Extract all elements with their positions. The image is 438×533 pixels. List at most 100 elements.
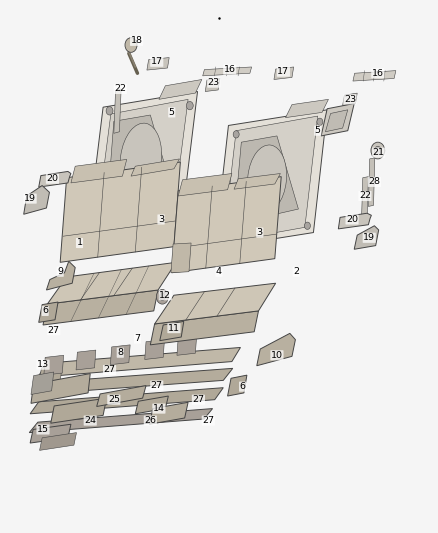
Text: 13: 13 (37, 360, 49, 369)
Text: 21: 21 (373, 148, 385, 157)
Polygon shape (325, 110, 348, 132)
Polygon shape (38, 348, 240, 377)
Text: 2: 2 (293, 267, 299, 276)
Text: 17: 17 (151, 57, 163, 66)
Text: 16: 16 (372, 69, 384, 78)
Text: 24: 24 (84, 416, 96, 425)
Polygon shape (338, 213, 371, 229)
Polygon shape (51, 398, 106, 423)
Text: 27: 27 (103, 366, 116, 374)
Text: 5: 5 (315, 126, 321, 135)
Text: 8: 8 (117, 348, 123, 357)
Ellipse shape (247, 145, 286, 213)
Text: 19: 19 (24, 194, 36, 203)
Polygon shape (150, 311, 258, 345)
Polygon shape (361, 176, 368, 220)
Text: 27: 27 (48, 326, 60, 335)
Polygon shape (159, 79, 202, 99)
Polygon shape (107, 115, 172, 205)
Text: 28: 28 (368, 177, 380, 187)
Text: 20: 20 (46, 174, 58, 183)
Polygon shape (223, 116, 318, 242)
Polygon shape (88, 92, 198, 230)
Polygon shape (171, 243, 191, 273)
Polygon shape (30, 424, 71, 443)
Text: 18: 18 (131, 36, 143, 45)
Text: 19: 19 (363, 233, 375, 243)
Polygon shape (30, 387, 223, 414)
Circle shape (106, 107, 113, 115)
Polygon shape (178, 174, 232, 196)
Polygon shape (160, 321, 184, 341)
Polygon shape (39, 302, 58, 322)
Text: 6: 6 (240, 382, 246, 391)
Polygon shape (39, 172, 71, 187)
Circle shape (304, 222, 311, 229)
Polygon shape (32, 368, 233, 394)
Polygon shape (215, 110, 327, 248)
Polygon shape (177, 335, 197, 356)
Circle shape (224, 231, 230, 239)
Text: 1: 1 (77, 238, 82, 247)
Polygon shape (234, 174, 280, 189)
Text: 12: 12 (159, 290, 171, 300)
Polygon shape (76, 350, 96, 370)
Text: 27: 27 (202, 416, 214, 425)
Text: 26: 26 (145, 416, 156, 425)
Circle shape (175, 201, 182, 209)
Text: 5: 5 (169, 108, 175, 117)
Polygon shape (97, 99, 188, 224)
Text: 14: 14 (153, 404, 165, 413)
Polygon shape (31, 372, 54, 394)
Text: 27: 27 (192, 395, 205, 404)
Polygon shape (29, 409, 212, 433)
Polygon shape (44, 356, 64, 375)
Polygon shape (97, 385, 146, 407)
Polygon shape (321, 103, 354, 136)
Polygon shape (114, 89, 121, 133)
Polygon shape (24, 185, 49, 214)
Text: 20: 20 (346, 215, 358, 224)
Circle shape (317, 118, 323, 125)
Circle shape (125, 38, 137, 52)
Polygon shape (172, 176, 281, 273)
Polygon shape (147, 58, 169, 70)
Polygon shape (39, 433, 77, 450)
Text: 3: 3 (257, 228, 263, 237)
Polygon shape (354, 226, 379, 249)
Text: 9: 9 (57, 267, 63, 276)
Text: 17: 17 (277, 67, 290, 76)
Text: 22: 22 (114, 84, 126, 93)
Circle shape (156, 289, 168, 304)
Circle shape (371, 142, 385, 159)
Circle shape (187, 101, 193, 110)
Polygon shape (228, 375, 247, 396)
Text: 22: 22 (359, 191, 371, 200)
Polygon shape (257, 333, 295, 366)
Text: 7: 7 (134, 334, 141, 343)
Text: 15: 15 (37, 425, 49, 434)
Polygon shape (368, 158, 375, 206)
Text: 3: 3 (158, 215, 164, 224)
Polygon shape (274, 67, 294, 79)
Text: 10: 10 (271, 351, 283, 360)
Polygon shape (343, 93, 357, 106)
Text: 6: 6 (42, 306, 48, 316)
Text: 23: 23 (344, 95, 356, 104)
Polygon shape (43, 290, 158, 325)
Polygon shape (47, 262, 176, 304)
Polygon shape (145, 340, 165, 359)
Text: 11: 11 (168, 324, 180, 333)
Circle shape (159, 293, 166, 301)
Polygon shape (155, 283, 276, 324)
Polygon shape (203, 67, 251, 76)
Polygon shape (149, 402, 188, 424)
Text: 16: 16 (224, 65, 236, 74)
Text: 23: 23 (208, 78, 220, 87)
Text: 27: 27 (151, 381, 163, 390)
Circle shape (98, 212, 104, 221)
Text: 4: 4 (216, 267, 222, 276)
Polygon shape (131, 159, 180, 176)
Polygon shape (46, 261, 75, 290)
Polygon shape (234, 136, 298, 224)
